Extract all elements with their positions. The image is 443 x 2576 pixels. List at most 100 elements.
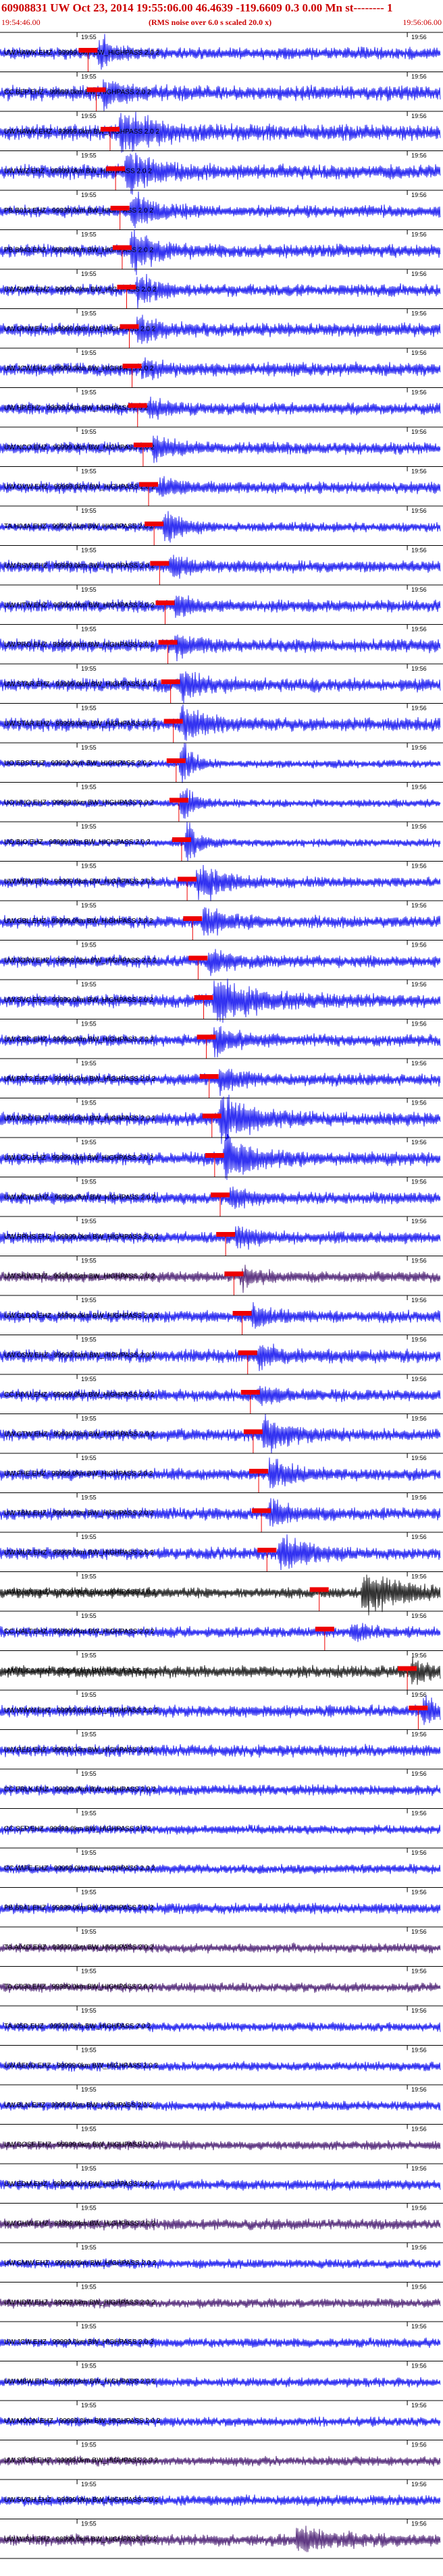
minute-label: 19:56 [411,2244,427,2251]
minute-label: 19:56 [411,1494,427,1501]
trace-22: 19:55 19:56 UW.MBW.EHZ - 99999.0km BW_HIGH… [0,861,443,901]
trace-52: 19:55 19:56 UW.BEND.EHZ - 99999.0km BW_HIG… [0,2045,443,2072]
station-label: UW.OSW.EHZ - 99999.0km BW_HIGHPASS 2.0 2 [4,1352,155,1360]
station-label: UW.PAT2.EHZ - 99999.0km BW_HIGHPASS 2.0 … [4,1075,155,1083]
trace-50: 19:55 19:56 TA.G030.EHZ - 99999.0km BW_HIG… [0,1966,443,1993]
trace-43: 19:55 19:56 UW.WWW.EHZ - 99999.0km BW_HIGH… [0,1689,443,1730]
station-label: UW.PHIN.HHZ - 99999.0km BW_HIGHPASS 2.0 … [4,1589,156,1596]
trace-41: 19:55 19:56 CC.HALT.EHZ - 99999.0km BW_HIG… [0,1611,443,1651]
waveform [0,1413,441,1454]
minute-label: 19:56 [411,2126,427,2133]
station-label: CC.WIFE.EHZ - 99999.0km BW_HIGHPASS 2.0 … [4,1865,155,1872]
waveform [0,595,441,618]
minute-label: 19:56 [411,1179,427,1185]
waveform [0,1133,441,1180]
trace-4: 19:55 19:56 UW.WIZ.EHZ - 99999.0km BW_HIGH… [0,150,443,195]
waveform [0,229,441,275]
minute-label: 19:55 [81,1139,97,1146]
station-label: UW.PRO.EHZ - 99999.0km BW_HIGHPASS 2.0 2 [4,642,155,649]
minute-label: 19:55 [81,1218,97,1225]
minute-label: 19:56 [411,902,427,909]
waveform [0,1623,441,1642]
station-label: UW.HAWK.EHZ - 99999.0km BW_HIGHPASS 2.0 … [4,128,160,136]
station-label: UW.NCO.EHZ - 99999.0km BW_HIGHPASS 2.0 2 [4,444,155,451]
trace-63: 19:55 19:56 UW.SVOH.EHZ - 99999.0km BW_HIG… [0,2479,443,2507]
minute-label: 19:56 [411,468,427,475]
station-label: UW.RWW.EHZ - 99999.0km BW_HIGHPASS 2.0 2 [4,286,157,293]
trace-3: 19:55 19:56 UW.HAWK.EHZ - 99999.0km BW_HIG… [0,111,443,153]
minute-label: 19:55 [81,192,97,198]
waveform [0,111,441,153]
waveform [0,1385,441,1406]
waveform [0,1982,441,1993]
minute-label: 19:55 [81,507,97,514]
minute-label: 19:56 [411,152,427,159]
header: 60908831 UW Oct 23, 2014 19:55:06.00 46.… [0,0,443,32]
station-label: UW.MCW.EHZ - 99999.0km BW_HIGHPASS 2.0 2 [4,1194,156,1202]
trace-47: 19:55 19:56 CC.WIFE.EHZ - 99999.0km BW_HIG… [0,1847,443,1875]
minute-label: 19:56 [411,2086,427,2093]
minute-label: 19:56 [411,310,427,317]
station-label: UO.BIO.EHZ - 99999.0km BW_HIGHPASS 2.0 2 [4,839,151,846]
station-label: TA.H04A.EHZ - 99999.0km BW_HIGHPASS 2.0 … [4,523,154,530]
waveform [0,34,441,70]
minute-label: 19:56 [411,1770,427,1777]
minute-label: 19:56 [411,2323,427,2330]
waveform [0,1656,441,1685]
trace-12: 19:55 19:56 UW.OVW.EHZ - 99999.0km BW_HIGH… [0,466,443,506]
station-label: PB.B943.EHZ - 99999.0km BW_HIGHPASS 2.0 … [4,247,153,254]
minute-label: 19:56 [411,2284,427,2291]
station-label: UW.HAWK.EHZ - 99999.0km BW_HIGHPASS 2.0 … [4,49,160,57]
minute-label: 19:56 [411,2205,427,2212]
trace-32: 19:55 19:56 UW.SHW.EHZ - 99999.0km BW_HIGH… [0,1256,443,1295]
minute-label: 19:56 [411,665,427,672]
station-label: UO.EBS.EHZ - 99999.0km BW_HIGHPASS 2.0 2 [4,760,153,767]
station-label: UW.WISH.EHZ - 99999.0km BW_HIGHPASS 2.0 … [4,2536,157,2544]
minute-label: 19:55 [81,468,97,475]
minute-label: 19:55 [81,428,97,435]
station-label: UW.OVW.EHZ - 99999.0km BW_HIGHPASS 2.0 2 [4,484,155,491]
minute-label: 19:55 [81,1455,97,1461]
waveform [0,2100,441,2112]
minute-label: 19:55 [81,1100,97,1107]
waveform [0,435,441,464]
waveform [0,2494,441,2507]
minute-label: 19:55 [81,1337,97,1343]
station-label: UW.RSW.EHZ - 99999.0km BW_HIGHPASS 2.0 2 [4,563,155,570]
trace-53: 19:55 19:56 UW.BLN.EHZ - 99999.0km BW_HIGH… [0,2084,443,2112]
minute-label: 19:55 [81,942,97,949]
trace-33: 19:55 19:56 UW.GLDO.EHZ - 99999.0km BW_HIG… [0,1295,443,1335]
waveform [0,2258,441,2270]
waveform [0,1264,441,1293]
station-label: UW.MOON.EHZ - 99999.0km BW_HIGHPASS 2.0 … [4,2417,161,2425]
station-label: UW.TUCA.HHZ - 99999.0km BW_HIGHPASS 2.0 … [4,1668,159,1675]
minute-label: 19:55 [81,1810,97,1817]
waveform [0,2218,441,2231]
window-end-time: 19:56:06.00 [402,18,442,27]
trace-31: 19:55 19:56 UW.RRHS.EHZ - 99999.0km BW_HIG… [0,1216,443,1256]
station-label: UO.HUO.EHZ - 99999.0km BW_HIGHPASS 2.0 2 [4,800,154,807]
trace-23: 19:55 19:56 UW.GBL.EHZ - 99999.0km BW_HIGH… [0,900,443,941]
minute-label: 19:55 [81,981,97,988]
minute-label: 19:55 [81,665,97,672]
minute-label: 19:55 [81,1968,97,1975]
trace-26: 19:55 19:56 UW.GBC.EHZ - 99999.0km BW_HIGH… [0,1019,443,1059]
minute-label: 19:56 [411,1258,427,1264]
trace-25: 19:55 19:56 UW.SVC.EHZ - 99999.0km BW_HIGH… [0,978,443,1023]
waveform [0,2179,441,2191]
trace-56: 19:55 19:56 UW.GHW.EHZ - 99999.0km BW_HIGH… [0,2203,443,2231]
station-label: UW.GMW.EHZ - 99999.0km BW_HIGHPASS 2.0 2 [4,2260,157,2267]
waveform [0,2455,441,2467]
rms-note: (RMS noise over 6.0 s scaled 20.0 x) [149,18,272,27]
waveform [0,314,441,344]
minute-label: 19:56 [411,1100,427,1107]
minute-label: 19:55 [81,2205,97,2212]
station-label: UW.WIZ.EHZ - 99999.0km BW_HIGHPASS 2.0 2 [4,168,152,175]
trace-60: 19:55 19:56 UW.MBW.EHZ - 99999.0km BW_HIGH… [0,2361,443,2388]
trace-49: 19:55 19:56 TA.A04D.EHZ - 99999.0km BW_HIG… [0,1926,443,1954]
minute-label: 19:56 [411,1337,427,1343]
trace-24: 19:55 19:56 UW.JORV.EHZ - 99999.0km BW_HIG… [0,940,443,980]
waveform [0,1343,441,1372]
trace-8: 19:55 19:56 UW.GHW.EHZ - 99999.0km BW_HIGH… [0,308,443,348]
